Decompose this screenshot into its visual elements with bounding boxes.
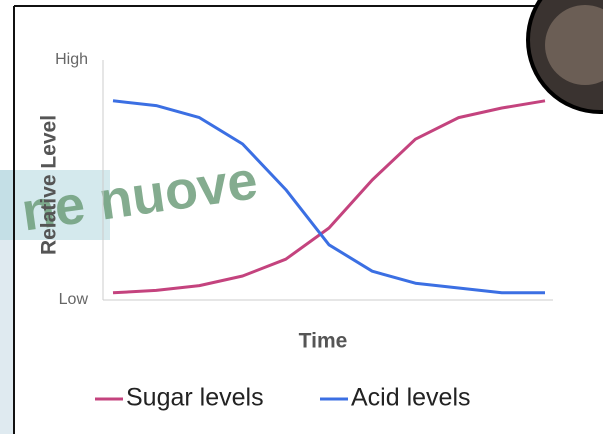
legend-label: Acid levels (351, 384, 471, 412)
y-tick-label: High (55, 51, 88, 68)
side-banner (0, 170, 110, 240)
y-tick-label: Low (59, 291, 89, 308)
series-line (112, 99, 546, 295)
legend-label: Sugar levels (126, 384, 264, 412)
y-axis-label: Relative Level (38, 115, 61, 255)
series-line (112, 99, 545, 295)
photo-detail (545, 5, 603, 85)
x-axis-label: Time (299, 330, 348, 353)
